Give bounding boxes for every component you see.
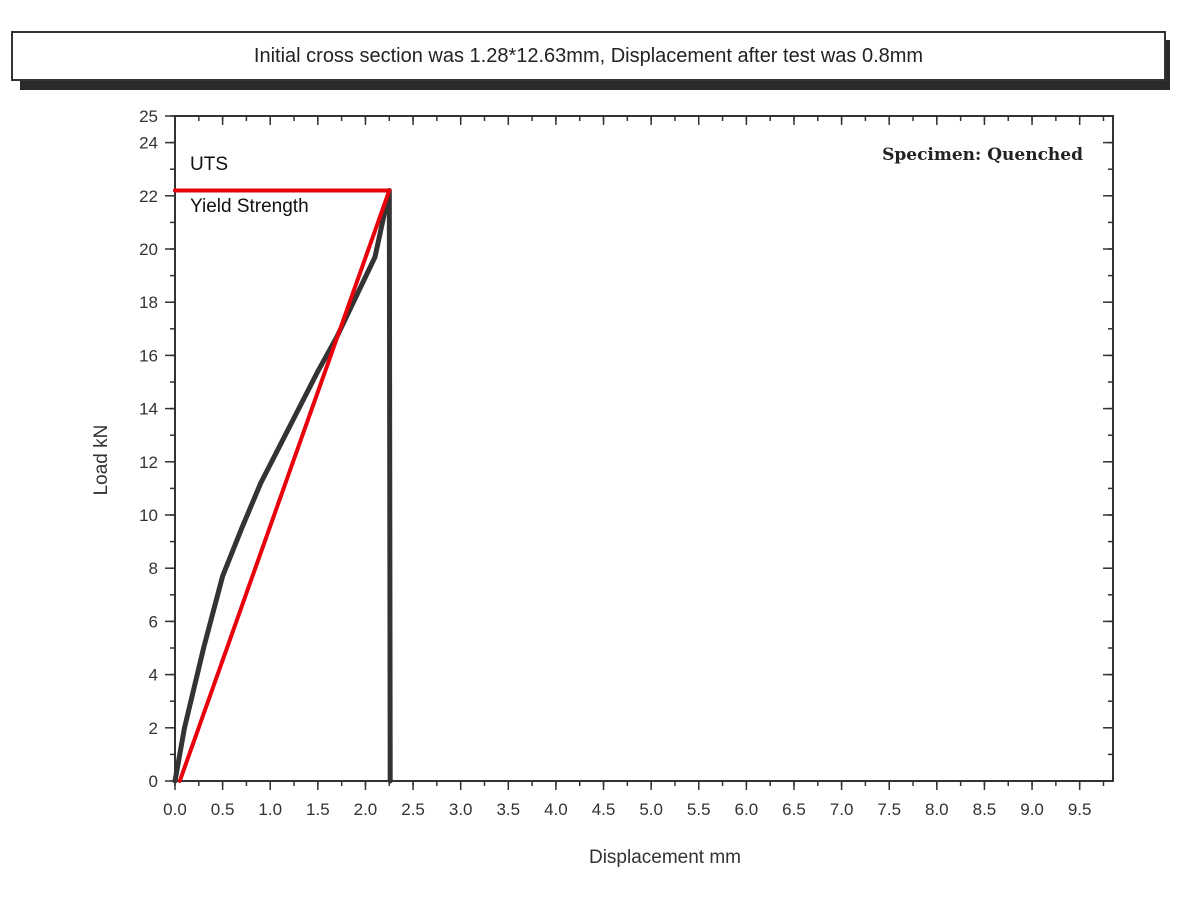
x-tick-label: 1.0	[258, 800, 282, 819]
x-tick-label: 4.5	[592, 800, 616, 819]
series-line-1	[177, 188, 392, 783]
caption-box: Initial cross section was 1.28*12.63mm, …	[11, 31, 1166, 81]
chart-series	[172, 188, 393, 784]
x-tick-label: 8.0	[925, 800, 949, 819]
y-tick-label: 6	[149, 612, 158, 631]
specimen-label: Specimen: Quenched	[882, 145, 1083, 165]
x-tick-label: 4.0	[544, 800, 568, 819]
x-tick-label: 3.5	[496, 800, 520, 819]
x-tick-label: 0.5	[211, 800, 235, 819]
caption-text: Initial cross section was 1.28*12.63mm, …	[253, 44, 924, 67]
y-axis-title: Load kN	[91, 425, 112, 496]
x-tick-label: 7.0	[830, 800, 854, 819]
x-tick-label: 5.0	[639, 800, 663, 819]
y-tick-label: 10	[139, 506, 158, 525]
x-tick-label: 8.5	[973, 800, 997, 819]
y-tick-label: 14	[139, 400, 158, 419]
x-tick-label: 7.5	[877, 800, 901, 819]
x-tick-label: 0.0	[163, 800, 187, 819]
plot-frame	[174, 115, 1114, 782]
plot-border	[174, 115, 1114, 782]
x-tick-label: 3.0	[449, 800, 473, 819]
x-tick-label: 5.5	[687, 800, 711, 819]
y-tick-label: 16	[139, 346, 158, 365]
y-tick-label: 2	[149, 719, 158, 738]
y-tick-label: 25	[139, 107, 158, 126]
x-tick-label: 9.0	[1020, 800, 1044, 819]
uts-label: UTS	[190, 154, 228, 175]
series-line-0	[172, 188, 393, 784]
y-tick-label: 4	[149, 666, 158, 685]
x-tick-label: 2.0	[354, 800, 378, 819]
y-tick-label: 18	[139, 293, 158, 312]
y-tick-label: 24	[139, 134, 158, 153]
x-tick-label: 2.5	[401, 800, 425, 819]
y-tick-label: 20	[139, 240, 158, 259]
y-tick-label: 8	[149, 559, 158, 578]
y-tick-label: 12	[139, 453, 158, 472]
yield-strength-label: Yield Strength	[190, 196, 309, 217]
y-tick-label: 0	[149, 772, 158, 791]
x-tick-label: 6.5	[782, 800, 806, 819]
x-tick-label: 6.0	[735, 800, 759, 819]
y-tick-label: 22	[139, 187, 158, 206]
axis-ticks: 0.0 0.5 1.0 1.5 2.0 2.5 3.0 3.5 4.0 4.5 5.0 5.5 6.0 6…	[139, 107, 1113, 819]
x-tick-label: 9.5	[1068, 800, 1092, 819]
x-tick-label: 1.5	[306, 800, 330, 819]
x-axis-title: Displacement mm	[589, 847, 741, 868]
